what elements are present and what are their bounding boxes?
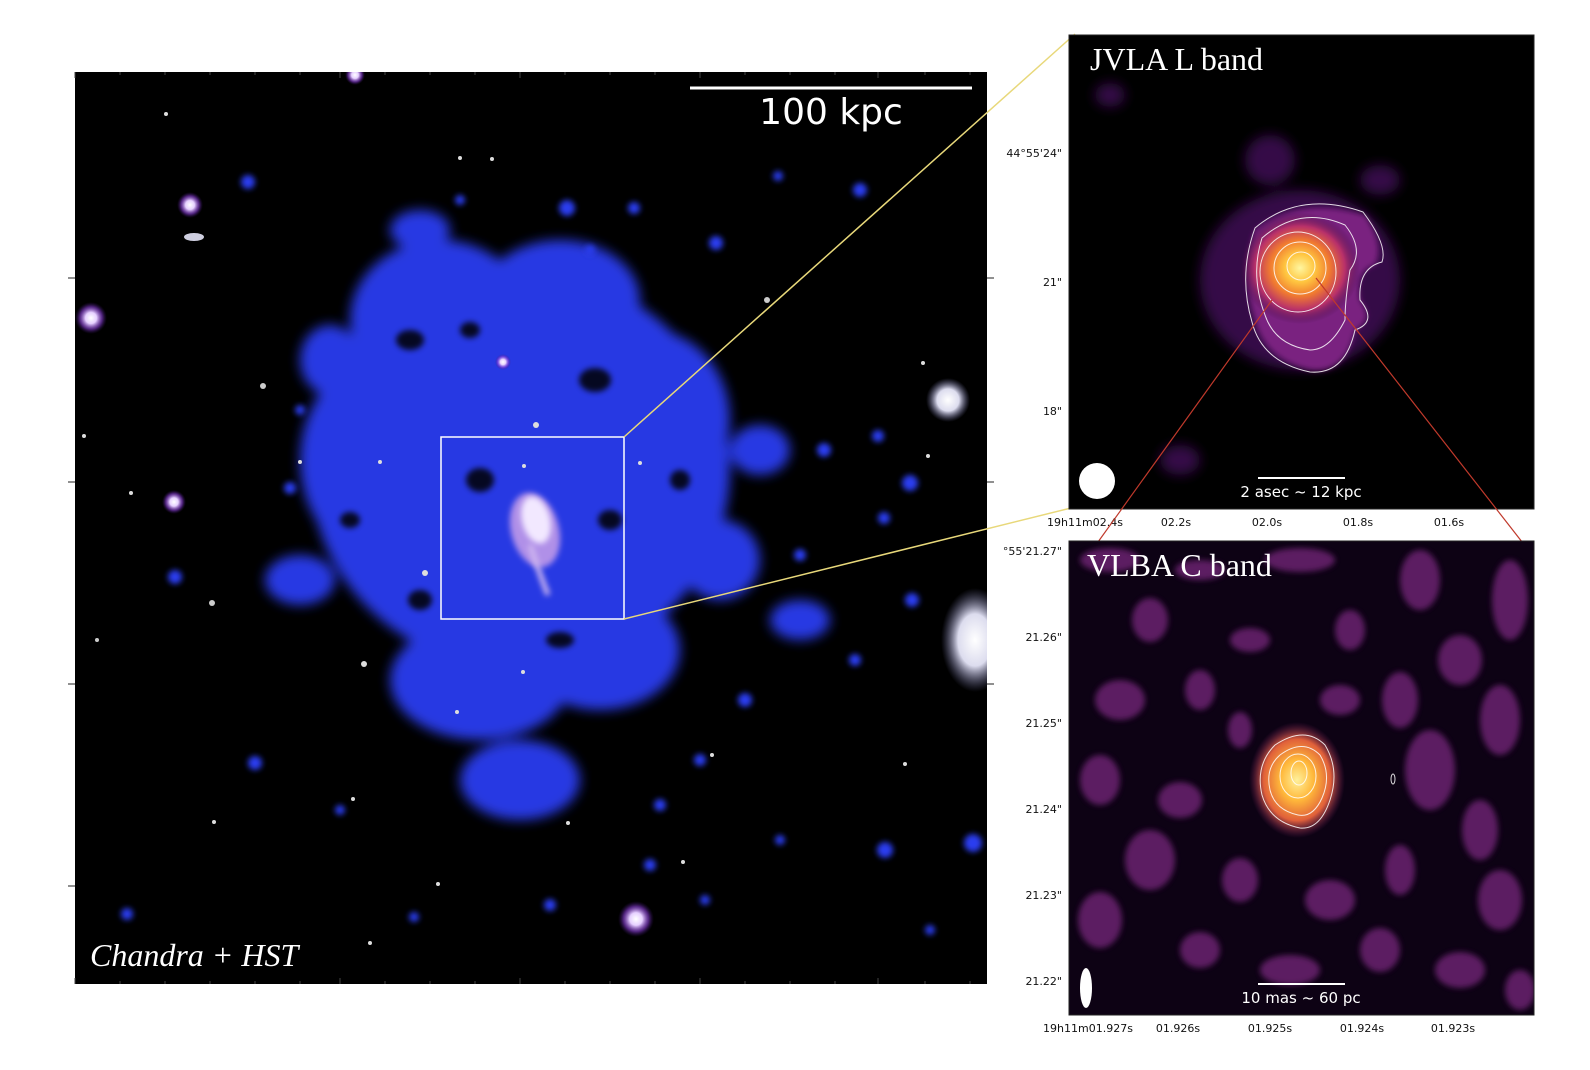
vlba-y-tick: 21.24" — [1025, 803, 1062, 816]
vlba-y-tick: °55'21.27" — [1003, 545, 1062, 558]
jvla-x-axis: 19h11m02.4s 02.2s 02.0s 01.8s 01.6s — [1047, 516, 1464, 529]
jvla-x-tick: 19h11m02.4s — [1047, 516, 1123, 529]
jvla-scale-label: 2 asec ~ 12 kpc — [1240, 483, 1361, 501]
jvla-x-tick: 01.6s — [1434, 516, 1464, 529]
jvla-radio-core — [1240, 212, 1360, 324]
vlba-panel: VLBA C band 10 mas ~ 60 pc °55'21.27" 21… — [1003, 540, 1535, 1035]
jvla-contours — [1245, 203, 1384, 373]
jvla-beam — [1079, 463, 1115, 499]
zoom-lines-yellow — [623, 33, 1076, 620]
vlba-y-axis: °55'21.27" 21.26" 21.25" 21.24" 21.23" 2… — [1003, 545, 1062, 988]
jvla-y-tick: 18" — [1043, 405, 1062, 418]
vlba-y-tick: 21.22" — [1025, 975, 1062, 988]
vlba-y-tick: 21.23" — [1025, 889, 1062, 902]
vlba-x-tick: 19h11m01.927s — [1043, 1022, 1133, 1035]
vlba-y-tick: 21.25" — [1025, 717, 1062, 730]
vlba-x-tick: 01.924s — [1340, 1022, 1384, 1035]
jvla-title: JVLA L band — [1090, 41, 1263, 77]
vlba-x-axis: 19h11m01.927s 01.926s 01.925s 01.924s 01… — [1043, 1022, 1475, 1035]
jvla-panel: JVLA L band 2 asec ~ 12 kpc 44°55'24" 21… — [1006, 34, 1535, 529]
vlba-beam — [1080, 968, 1092, 1008]
jvla-y-tick: 21" — [1043, 276, 1062, 289]
main-panel-ticks — [68, 72, 994, 984]
main-scale-bar-label: 100 kpc — [759, 92, 903, 133]
vlba-x-tick: 01.925s — [1248, 1022, 1292, 1035]
vlba-x-tick: 01.923s — [1431, 1022, 1475, 1035]
jvla-y-axis: 44°55'24" 21" 18" — [1006, 147, 1062, 418]
main-caption: Chandra + HST — [90, 937, 301, 973]
jvla-x-tick: 01.8s — [1343, 516, 1373, 529]
main-panel: 100 kpc Chandra + HST — [68, 72, 994, 984]
vlba-contours — [1259, 734, 1396, 829]
zoom-box — [440, 436, 625, 620]
vlba-y-tick: 21.26" — [1025, 631, 1062, 644]
jvla-y-tick: 44°55'24" — [1006, 147, 1062, 160]
jvla-x-tick: 02.2s — [1161, 516, 1191, 529]
xray-emission — [75, 72, 987, 945]
vlba-x-tick: 01.926s — [1156, 1022, 1200, 1035]
vlba-scale-label: 10 mas ~ 60 pc — [1241, 989, 1360, 1007]
vlba-radio-core — [1249, 722, 1345, 838]
point-sources — [75, 72, 987, 945]
zoom-lines-red — [1097, 277, 1527, 548]
central-galaxy — [509, 492, 561, 596]
vlba-title: VLBA C band — [1087, 547, 1272, 583]
jvla-x-tick: 02.0s — [1252, 516, 1282, 529]
